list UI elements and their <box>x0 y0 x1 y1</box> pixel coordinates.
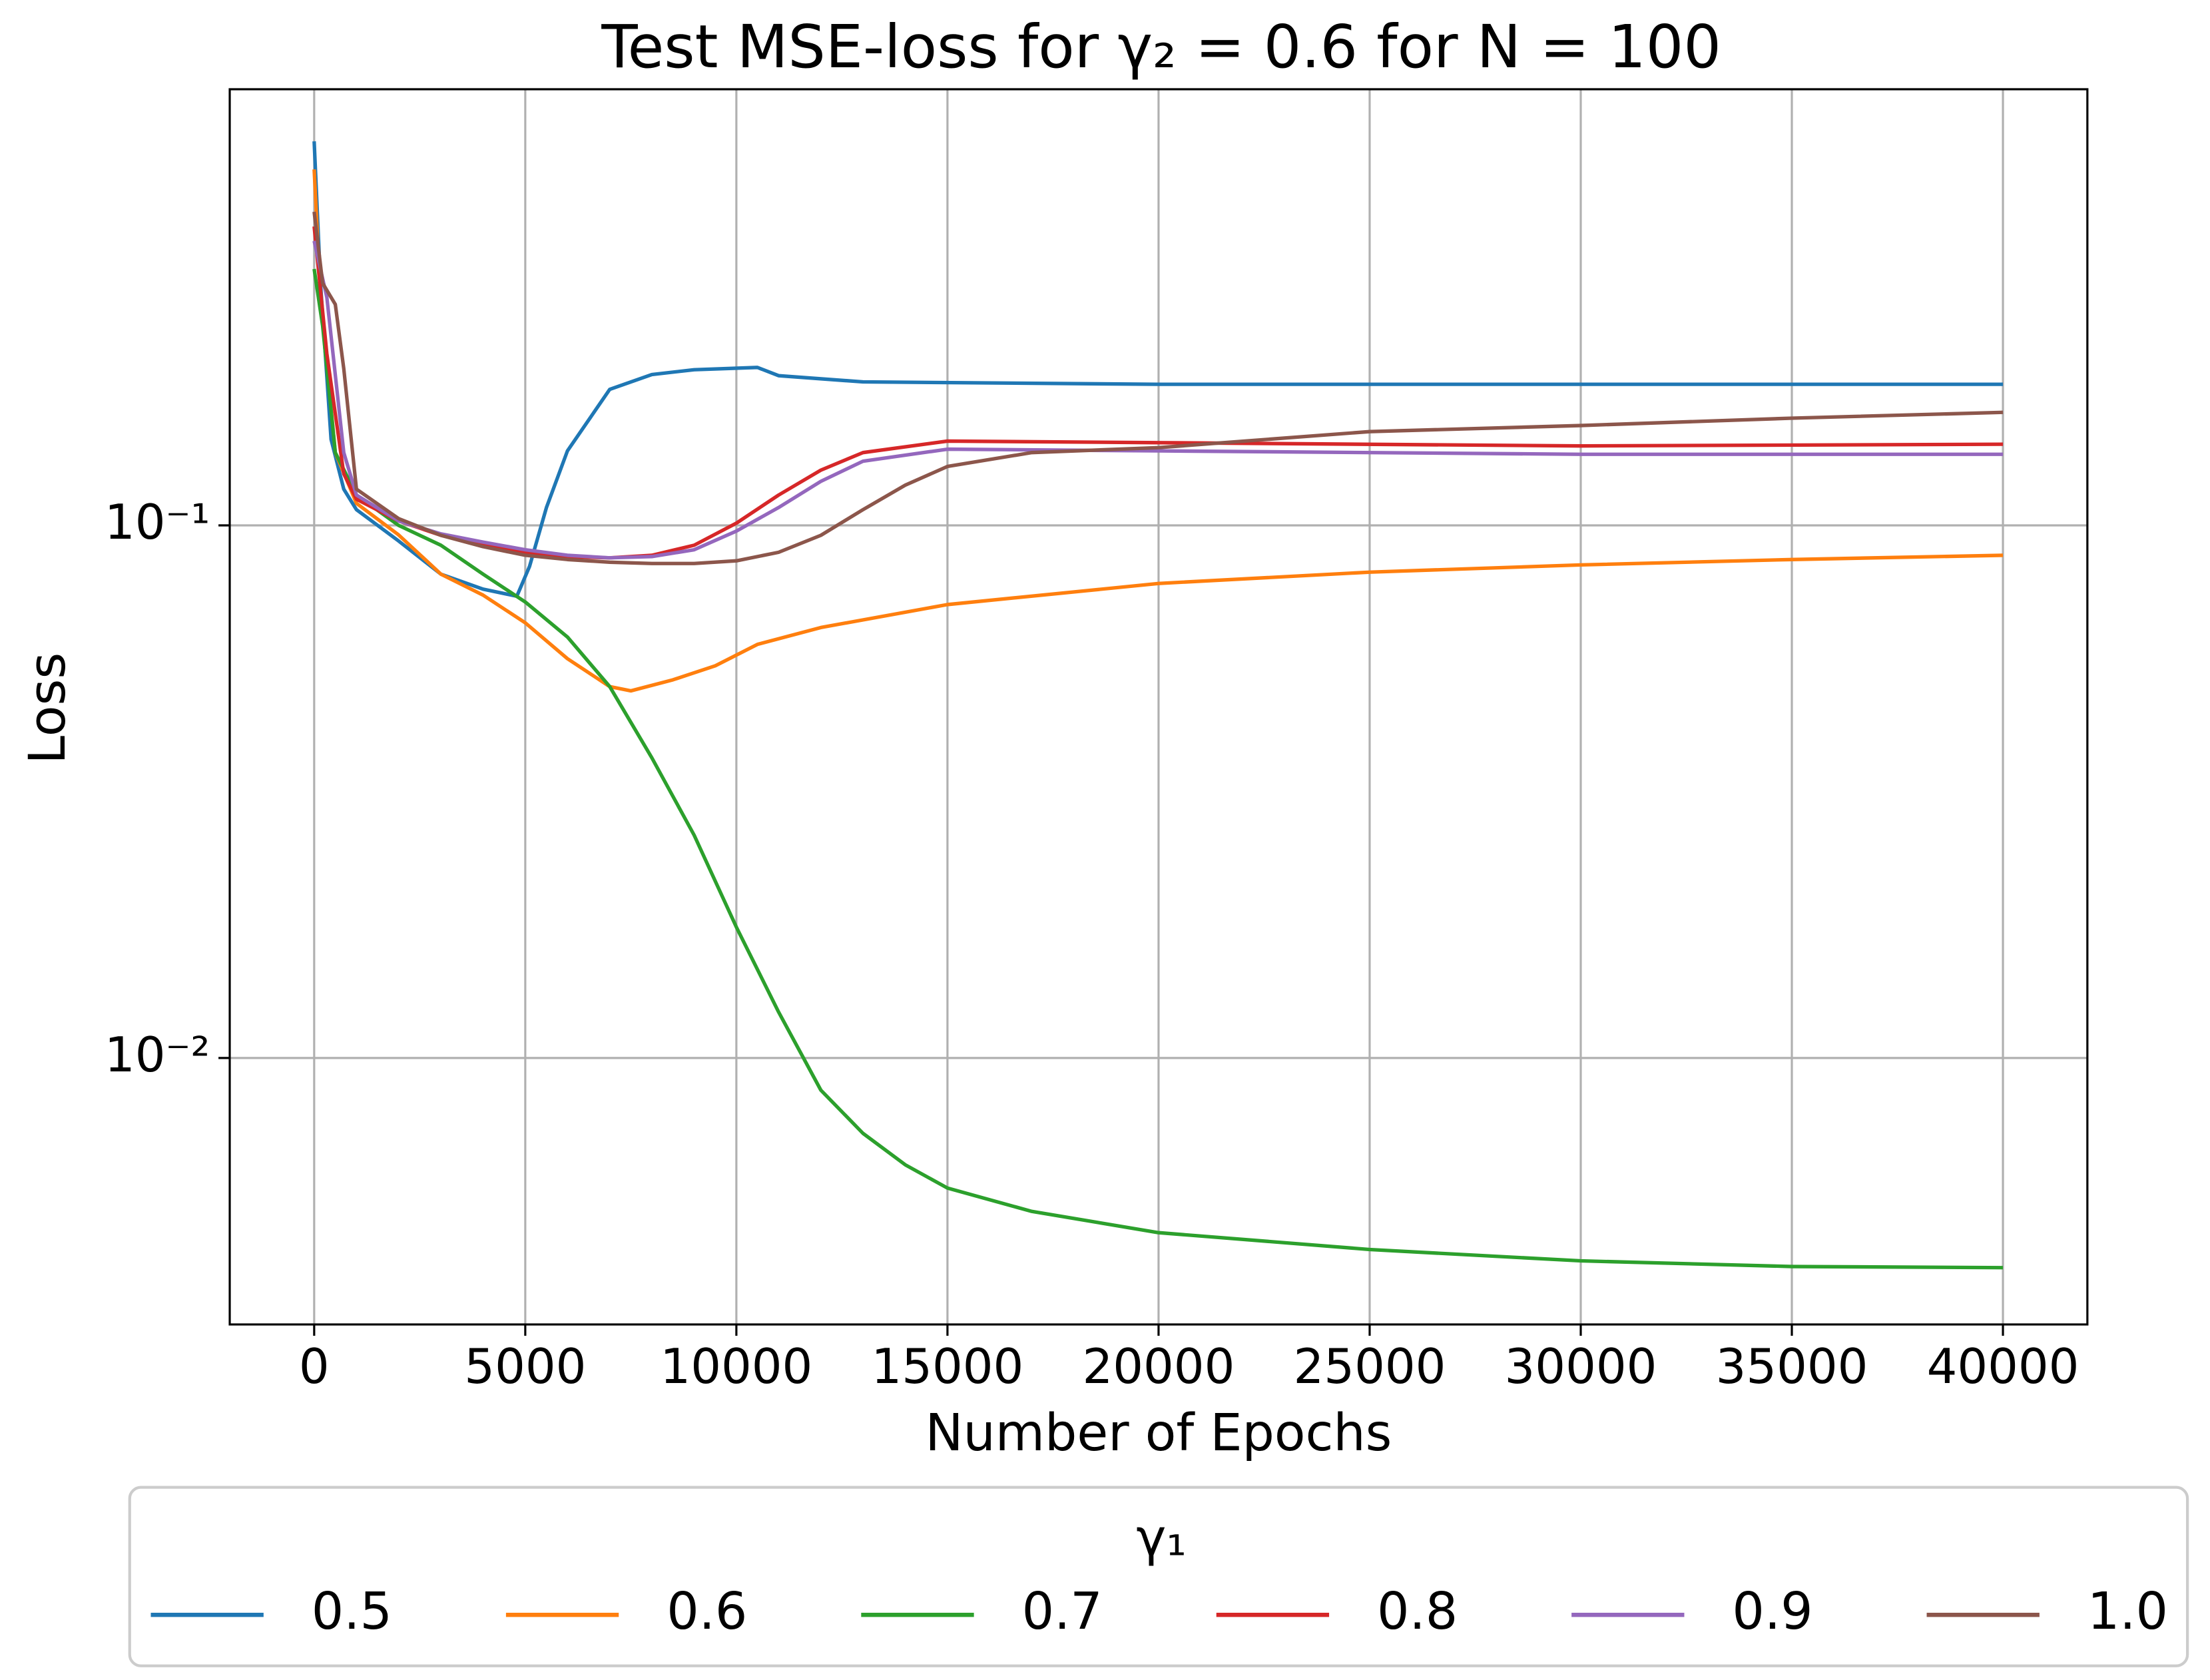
x-tick-label: 20000 <box>1082 1339 1235 1395</box>
y-tick-label: 10⁻¹ <box>105 495 210 551</box>
x-tick-label: 25000 <box>1294 1339 1446 1395</box>
x-axis-label: Number of Epochs <box>925 1404 1392 1463</box>
legend-label: 0.6 <box>667 1582 747 1641</box>
legend-box <box>128 1486 2189 1667</box>
line-series <box>312 169 2004 693</box>
legend-label: 0.5 <box>312 1582 392 1641</box>
x-tick-label: 35000 <box>1716 1339 1868 1395</box>
line-series <box>312 268 2004 1270</box>
line-series <box>312 211 2004 565</box>
plot-frame <box>228 88 2089 1326</box>
legend-label: 1.0 <box>2087 1582 2168 1641</box>
x-tick-label: 5000 <box>464 1339 586 1395</box>
x-tick-label: 40000 <box>1927 1339 2079 1395</box>
line-series <box>312 141 2004 599</box>
legend-title: γ₁ <box>1136 1508 1187 1567</box>
y-tick-label: 10⁻² <box>105 1027 210 1083</box>
x-tick-label: 30000 <box>1505 1339 1657 1395</box>
x-tick-label: 0 <box>299 1339 330 1395</box>
legend-label: 0.8 <box>1377 1582 1458 1641</box>
legend-label: 0.9 <box>1732 1582 1812 1641</box>
chart-title: Test MSE-loss for γ₂ = 0.6 for N = 100 <box>601 13 1721 82</box>
x-tick-label: 15000 <box>871 1339 1023 1395</box>
line-series <box>312 240 2004 560</box>
x-tick-label: 10000 <box>660 1339 812 1395</box>
legend-label: 0.7 <box>1022 1582 1103 1641</box>
y-axis-label: Loss <box>18 653 77 764</box>
